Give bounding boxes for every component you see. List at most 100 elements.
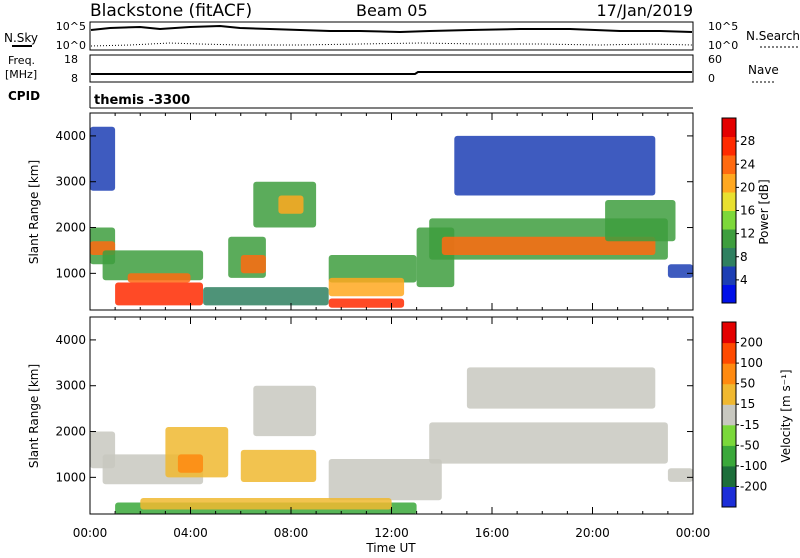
- nsky-panel: N.Sky 10^5 10^0 10^5 10^0 N.Search: [4, 20, 800, 52]
- power-colorbar-segment: [722, 136, 736, 156]
- velocity-echo-band: [429, 422, 668, 464]
- power-bands: [90, 126, 693, 308]
- power-echo-band: [90, 126, 116, 191]
- cpid-program: themis -3300: [94, 93, 190, 108]
- velocity-colorbar-segment: [722, 424, 736, 446]
- velocity-colorbar-tick-label: -100: [740, 459, 767, 473]
- power-colorbar-tick-label: 8: [740, 250, 748, 264]
- power-colorbar-segment: [722, 118, 736, 137]
- nsearch-label: N.Search: [746, 29, 800, 43]
- velocity-echo-band: [253, 385, 317, 437]
- power-panel: 1000 2000 3000 4000 Slant Range [km] 4 8 12 16…: [27, 112, 771, 311]
- power-y-tick-label: 4000: [55, 129, 86, 143]
- velocity-colorbar-tick-label: -200: [740, 479, 767, 493]
- x-tick-label: 04:00: [173, 526, 208, 540]
- velocity-echo-band: [140, 498, 392, 510]
- power-colorbar-segment: [722, 229, 736, 248]
- power-echo-band: [102, 250, 204, 281]
- velocity-colorbar-segment: [722, 383, 736, 405]
- velocity-y-ticks: 1000 2000 3000 4000: [55, 333, 693, 484]
- power-echo-band: [328, 277, 405, 297]
- velocity-colorbar-segment: [722, 465, 736, 487]
- power-y-ticks: 1000 2000 3000 4000: [55, 129, 693, 280]
- velocity-colorbar-segment: [722, 322, 736, 344]
- nsearch-line: [90, 42, 693, 47]
- velocity-colorbar-tick-label: -50: [740, 438, 760, 452]
- power-x-ticks: [89, 113, 694, 310]
- x-tick-label: 00:00: [676, 526, 711, 540]
- power-echo-band: [240, 255, 266, 274]
- velocity-y-tick-label: 3000: [55, 379, 86, 393]
- station-title: Blackstone (fitACF): [90, 1, 252, 21]
- velocity-y-tick-label: 1000: [55, 470, 86, 484]
- power-echo-band: [454, 135, 656, 196]
- power-colorbar-tick-label: 24: [740, 157, 755, 171]
- power-ylabel: Slant Range [km]: [27, 160, 41, 264]
- x-tick-label: 00:00: [73, 526, 108, 540]
- velocity-colorbar-tick-label: 15: [740, 397, 755, 411]
- velocity-echo-band: [667, 468, 693, 482]
- power-colorbar-segment: [722, 173, 736, 193]
- freq-line: [91, 71, 692, 75]
- nsky-left-tick-low: 10^0: [56, 39, 86, 52]
- x-tick-labels: 00:00 04:00 08:00 12:00 16:00 20:00 00:00: [73, 526, 711, 540]
- power-colorbar-tick-label: 12: [740, 227, 755, 241]
- freq-tick-high: 18: [64, 53, 78, 66]
- power-colorbar-tick-label: 28: [740, 134, 755, 148]
- velocity-y-tick-label: 2000: [55, 425, 86, 439]
- nave-label: Nave: [748, 63, 779, 77]
- cpid-label: CPID: [8, 89, 40, 103]
- velocity-colorbar: 200 100 50 15 -15 -50 -100 -200: [721, 321, 767, 508]
- freq-unit-label: [MHz]: [5, 68, 37, 81]
- power-y-tick-label: 2000: [55, 221, 86, 235]
- x-tick-label: 20:00: [575, 526, 610, 540]
- velocity-panel: 1000 2000 3000 4000 Slant Range [km] 200 100…: [27, 316, 793, 515]
- power-echo-band: [328, 298, 405, 308]
- nave-tick-low: 0: [708, 72, 715, 85]
- power-colorbar-segment: [722, 155, 736, 174]
- power-echo-band: [115, 282, 203, 306]
- power-echo-band: [605, 200, 676, 242]
- velocity-x-ticks: [89, 317, 694, 514]
- velocity-colorbar-label: Velocity [m s⁻¹]: [779, 369, 793, 462]
- velocity-colorbar-segment: [722, 486, 736, 508]
- power-colorbar: 4 8 12 16 20 24 28: [721, 117, 755, 304]
- beam-title: Beam 05: [356, 1, 428, 20]
- power-colorbar-segment: [722, 266, 736, 285]
- velocity-colorbar-segment: [722, 445, 736, 467]
- velocity-colorbar-segment: [722, 363, 736, 385]
- velocity-echo-band: [240, 449, 317, 482]
- freq-label: Freq.: [8, 54, 35, 67]
- power-colorbar-segment: [722, 247, 736, 267]
- freq-panel: Freq. [MHz] 18 8 60 0 Nave: [5, 53, 779, 85]
- power-colorbar-segment: [722, 284, 736, 304]
- nsky-left-label: N.Sky: [4, 31, 38, 45]
- freq-tick-low: 8: [71, 72, 78, 85]
- nsky-left-tick-high: 10^5: [56, 20, 86, 33]
- velocity-echo-band: [177, 454, 203, 473]
- power-echo-band: [127, 273, 191, 283]
- velocity-colorbar-tick-label: 50: [740, 377, 755, 391]
- velocity-echo-band: [466, 367, 656, 409]
- velocity-colorbar-segment: [722, 342, 736, 364]
- power-echo-band: [441, 236, 656, 255]
- power-colorbar-tick-label: 16: [740, 204, 755, 218]
- velocity-echo-band: [328, 459, 442, 501]
- power-echo-band: [667, 264, 693, 278]
- nsky-right-tick-low: 10^0: [708, 39, 738, 52]
- nave-tick-high: 60: [708, 53, 722, 66]
- velocity-colorbar-tick-label: -15: [740, 418, 760, 432]
- velocity-colorbar-frame: [721, 321, 737, 508]
- velocity-ylabel: Slant Range [km]: [27, 364, 41, 468]
- x-tick-label: 16:00: [475, 526, 510, 540]
- velocity-y-tick-label: 4000: [55, 333, 86, 347]
- power-y-tick-label: 1000: [55, 266, 86, 280]
- date-title: 17/Jan/2019: [596, 1, 693, 20]
- x-axis-label: Time UT: [365, 541, 416, 554]
- nsky-right-tick-high: 10^5: [708, 20, 738, 33]
- cpid-panel: CPID themis -3300: [8, 86, 693, 109]
- velocity-colorbar-segment: [722, 404, 736, 426]
- velocity-colorbar-tick-label: 200: [740, 336, 763, 350]
